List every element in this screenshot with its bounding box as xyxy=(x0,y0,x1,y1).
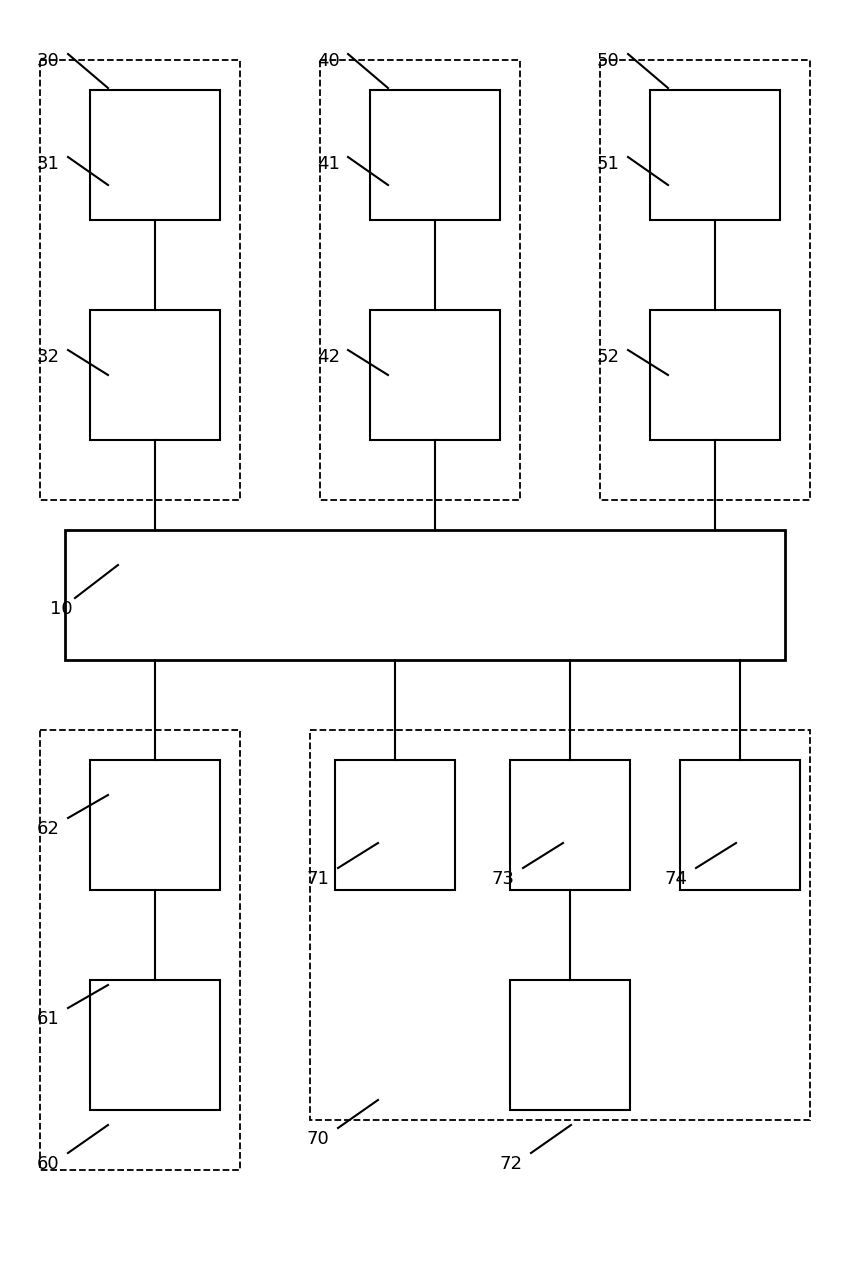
Text: 60: 60 xyxy=(37,1154,59,1173)
Text: 51: 51 xyxy=(597,155,620,173)
Text: 50: 50 xyxy=(597,52,620,69)
Text: 74: 74 xyxy=(665,870,688,888)
Bar xyxy=(320,61,520,500)
Bar xyxy=(510,980,630,1110)
Text: 31: 31 xyxy=(37,155,60,173)
Text: 72: 72 xyxy=(500,1154,523,1173)
Text: 41: 41 xyxy=(317,155,340,173)
Bar xyxy=(40,730,240,1170)
Bar xyxy=(680,760,800,890)
Bar xyxy=(90,980,220,1110)
Bar xyxy=(650,90,780,220)
Bar xyxy=(335,760,455,890)
Text: 61: 61 xyxy=(37,1010,59,1028)
Text: 62: 62 xyxy=(37,820,60,837)
Text: 71: 71 xyxy=(307,870,330,888)
Bar xyxy=(90,309,220,440)
Text: 52: 52 xyxy=(597,349,620,366)
Text: 70: 70 xyxy=(307,1130,329,1148)
Text: 40: 40 xyxy=(317,52,340,69)
Bar xyxy=(510,760,630,890)
Text: 30: 30 xyxy=(37,52,59,69)
Text: 32: 32 xyxy=(37,349,60,366)
Text: 73: 73 xyxy=(492,870,515,888)
Bar xyxy=(90,90,220,220)
Bar xyxy=(65,530,785,661)
Bar xyxy=(370,90,500,220)
Bar xyxy=(600,61,810,500)
Bar xyxy=(650,309,780,440)
Text: 42: 42 xyxy=(317,349,340,366)
Bar xyxy=(90,760,220,890)
Text: 10: 10 xyxy=(50,600,73,618)
Bar xyxy=(40,61,240,500)
Bar xyxy=(310,730,810,1120)
Bar xyxy=(370,309,500,440)
